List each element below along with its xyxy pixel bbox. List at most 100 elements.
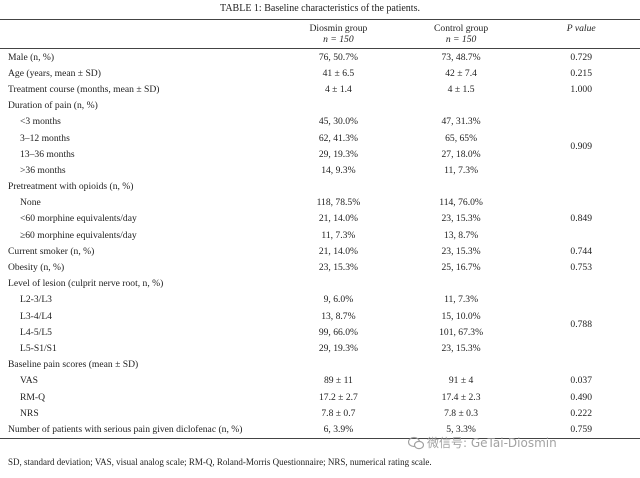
control-cell: 7.8 ± 0.3 <box>444 407 479 419</box>
sub-row: 13–36 months 29, 19.3% 27, 18.0% <box>0 146 640 162</box>
header-text: P value <box>566 23 596 34</box>
control-cell: 4 ± 1.5 <box>447 83 475 95</box>
row-label: 13–36 months <box>20 148 75 160</box>
table-row: Current smoker (n, %) 21, 14.0% 23, 15.3% 0… <box>0 243 640 259</box>
diosmin-cell: 17.2 ± 2.7 <box>318 391 358 403</box>
empty-cell <box>400 276 523 292</box>
row-label: Current smoker (n, %) <box>8 245 95 257</box>
diosmin-cell: 118, 78.5% <box>316 197 361 209</box>
diosmin-cell: 41 ± 6.5 <box>322 67 355 79</box>
empty-cell <box>522 179 640 195</box>
table-row: Age (years, mean ± SD) 41 ± 6.5 42 ± 7.4 0.… <box>0 65 640 81</box>
footnote: SD, standard deviation; VAS, visual anal… <box>8 457 432 467</box>
control-cell: 15, 10.0% <box>441 310 481 322</box>
table-row: Baseline pain scores (mean ± SD) <box>0 357 640 373</box>
empty-cell <box>277 357 400 373</box>
control-cell: 114, 76.0% <box>439 197 483 209</box>
p-value-cell: 0.222 <box>570 407 592 419</box>
p-value-cell: 0.729 <box>570 51 592 63</box>
control-cell: 42 ± 7.4 <box>445 67 477 79</box>
table-row: Level of lesion (culprit nerve root, n, … <box>0 276 640 292</box>
row-label: RM-Q <box>20 391 46 403</box>
control-cell: 23, 15.3% <box>441 245 481 257</box>
p-value-cell: 1.000 <box>570 83 592 95</box>
row-label: L2-3/L3 <box>20 294 52 306</box>
diosmin-cell: 4 ± 1.4 <box>324 83 352 95</box>
diosmin-cell: 21, 14.0% <box>318 245 358 257</box>
row-label: <3 months <box>20 116 61 128</box>
sub-row: RM-Q 17.2 ± 2.7 17.4 ± 2.3 0.490 <box>0 389 640 405</box>
sub-row: L3-4/L4 13, 8.7% 15, 10.0% <box>0 308 640 324</box>
control-cell: 25, 16.7% <box>441 262 481 274</box>
diosmin-cell: 45, 30.0% <box>318 116 358 128</box>
sub-row: ≥60 morphine equivalents/day 11, 7.3% 13, … <box>0 227 640 243</box>
row-label: Pretreatment with opioids (n, %) <box>8 181 134 193</box>
empty-cell <box>522 276 640 292</box>
header-n: n = 150 <box>445 34 477 45</box>
control-cell: 11, 7.3% <box>444 164 479 176</box>
header-cell: Control group n = 150 <box>399 19 523 49</box>
diosmin-cell: 99, 66.0% <box>318 326 358 338</box>
diosmin-cell: 89 ± 11 <box>323 375 353 387</box>
sub-row: L4-5/L5 99, 66.0% 101, 67.3% <box>0 324 640 340</box>
row-label: VAS <box>20 375 38 387</box>
empty-cell <box>277 98 400 114</box>
p-value-cell: 0.037 <box>570 375 592 387</box>
diosmin-cell: 21, 14.0% <box>318 213 358 225</box>
empty-cell <box>277 179 400 195</box>
watermark: 微信号: GeTai-Diosmin <box>408 434 557 451</box>
control-cell: 73, 48.7% <box>441 51 481 63</box>
control-cell: 23, 15.3% <box>441 342 481 354</box>
p-value-cell: 0.744 <box>570 245 592 257</box>
table-row: Male (n, %) 76, 50.7% 73, 48.7% 0.729 <box>0 49 640 66</box>
row-label: >36 months <box>20 164 66 176</box>
control-cell: 17.4 ± 2.3 <box>441 391 481 403</box>
header-cell: Diosmin group n = 150 <box>277 19 400 49</box>
header-n: n = 150 <box>323 34 354 45</box>
p-value-cell: 0.788 <box>570 318 592 330</box>
row-label: ≥60 morphine equivalents/day <box>20 229 137 241</box>
row-label: Number of patients with serious pain giv… <box>0 421 278 439</box>
control-cell: 91 ± 4 <box>448 375 474 387</box>
p-value-cell: 0.849 <box>570 213 592 225</box>
p-value-cell: 0.759 <box>522 421 640 439</box>
header-text: Diosmin group <box>309 23 368 34</box>
row-label: L5-S1/S1 <box>20 342 57 354</box>
row-label: Obesity (n, %) <box>8 262 65 274</box>
diosmin-cell: 62, 41.3% <box>318 132 358 144</box>
sub-row: None 118, 78.5% 114, 76.0% 0.849 <box>0 195 640 224</box>
table-row: Obesity (n, %) 23, 15.3% 25, 16.7% 0.753 <box>0 259 640 275</box>
diosmin-cell: 11, 7.3% <box>321 229 356 241</box>
wechat-icon <box>408 436 424 449</box>
row-label: Treatment course (months, mean ± SD) <box>8 83 160 95</box>
sub-row: VAS 89 ± 11 91 ± 4 0.037 <box>0 373 640 389</box>
empty-cell <box>522 357 640 373</box>
empty-cell <box>522 98 640 114</box>
control-cell: 101, 67.3% <box>439 326 484 338</box>
row-label: <60 morphine equivalents/day <box>20 213 137 225</box>
sub-row: <60 morphine equivalents/day 21, 14.0% 23,… <box>0 211 640 227</box>
empty-cell <box>400 357 523 373</box>
p-value-cell: 0.215 <box>570 67 592 79</box>
row-label: L3-4/L4 <box>20 310 52 322</box>
diosmin-cell: 14, 9.3% <box>321 164 356 176</box>
table: Diosmin group n = 150 Control group n = 15… <box>0 19 640 439</box>
row-label: Duration of pain (n, %) <box>8 100 98 112</box>
table-title: TABLE 1: Baseline characteristics of the… <box>220 3 420 14</box>
empty-cell <box>400 179 523 195</box>
diosmin-cell: 6, 3.9% <box>277 421 400 439</box>
p-value-cell: 0.909 <box>570 140 592 152</box>
row-label: L4-5/L5 <box>20 326 52 338</box>
watermark-text: 微信号: GeTai-Diosmin <box>427 436 557 450</box>
table-row: Pretreatment with opioids (n, %) <box>0 179 640 195</box>
row-label: Age (years, mean ± SD) <box>8 67 101 79</box>
row-label: 3–12 months <box>20 132 70 144</box>
row-label: NRS <box>20 407 39 419</box>
header-blank <box>0 19 278 49</box>
row-label: Level of lesion (culprit nerve root, n, … <box>8 278 164 290</box>
header-cell: P value <box>522 19 640 49</box>
control-cell: 47, 31.3% <box>441 116 481 128</box>
control-cell: 11, 7.3% <box>444 294 479 306</box>
sub-row: 3–12 months 62, 41.3% 65, 65% <box>0 130 640 146</box>
